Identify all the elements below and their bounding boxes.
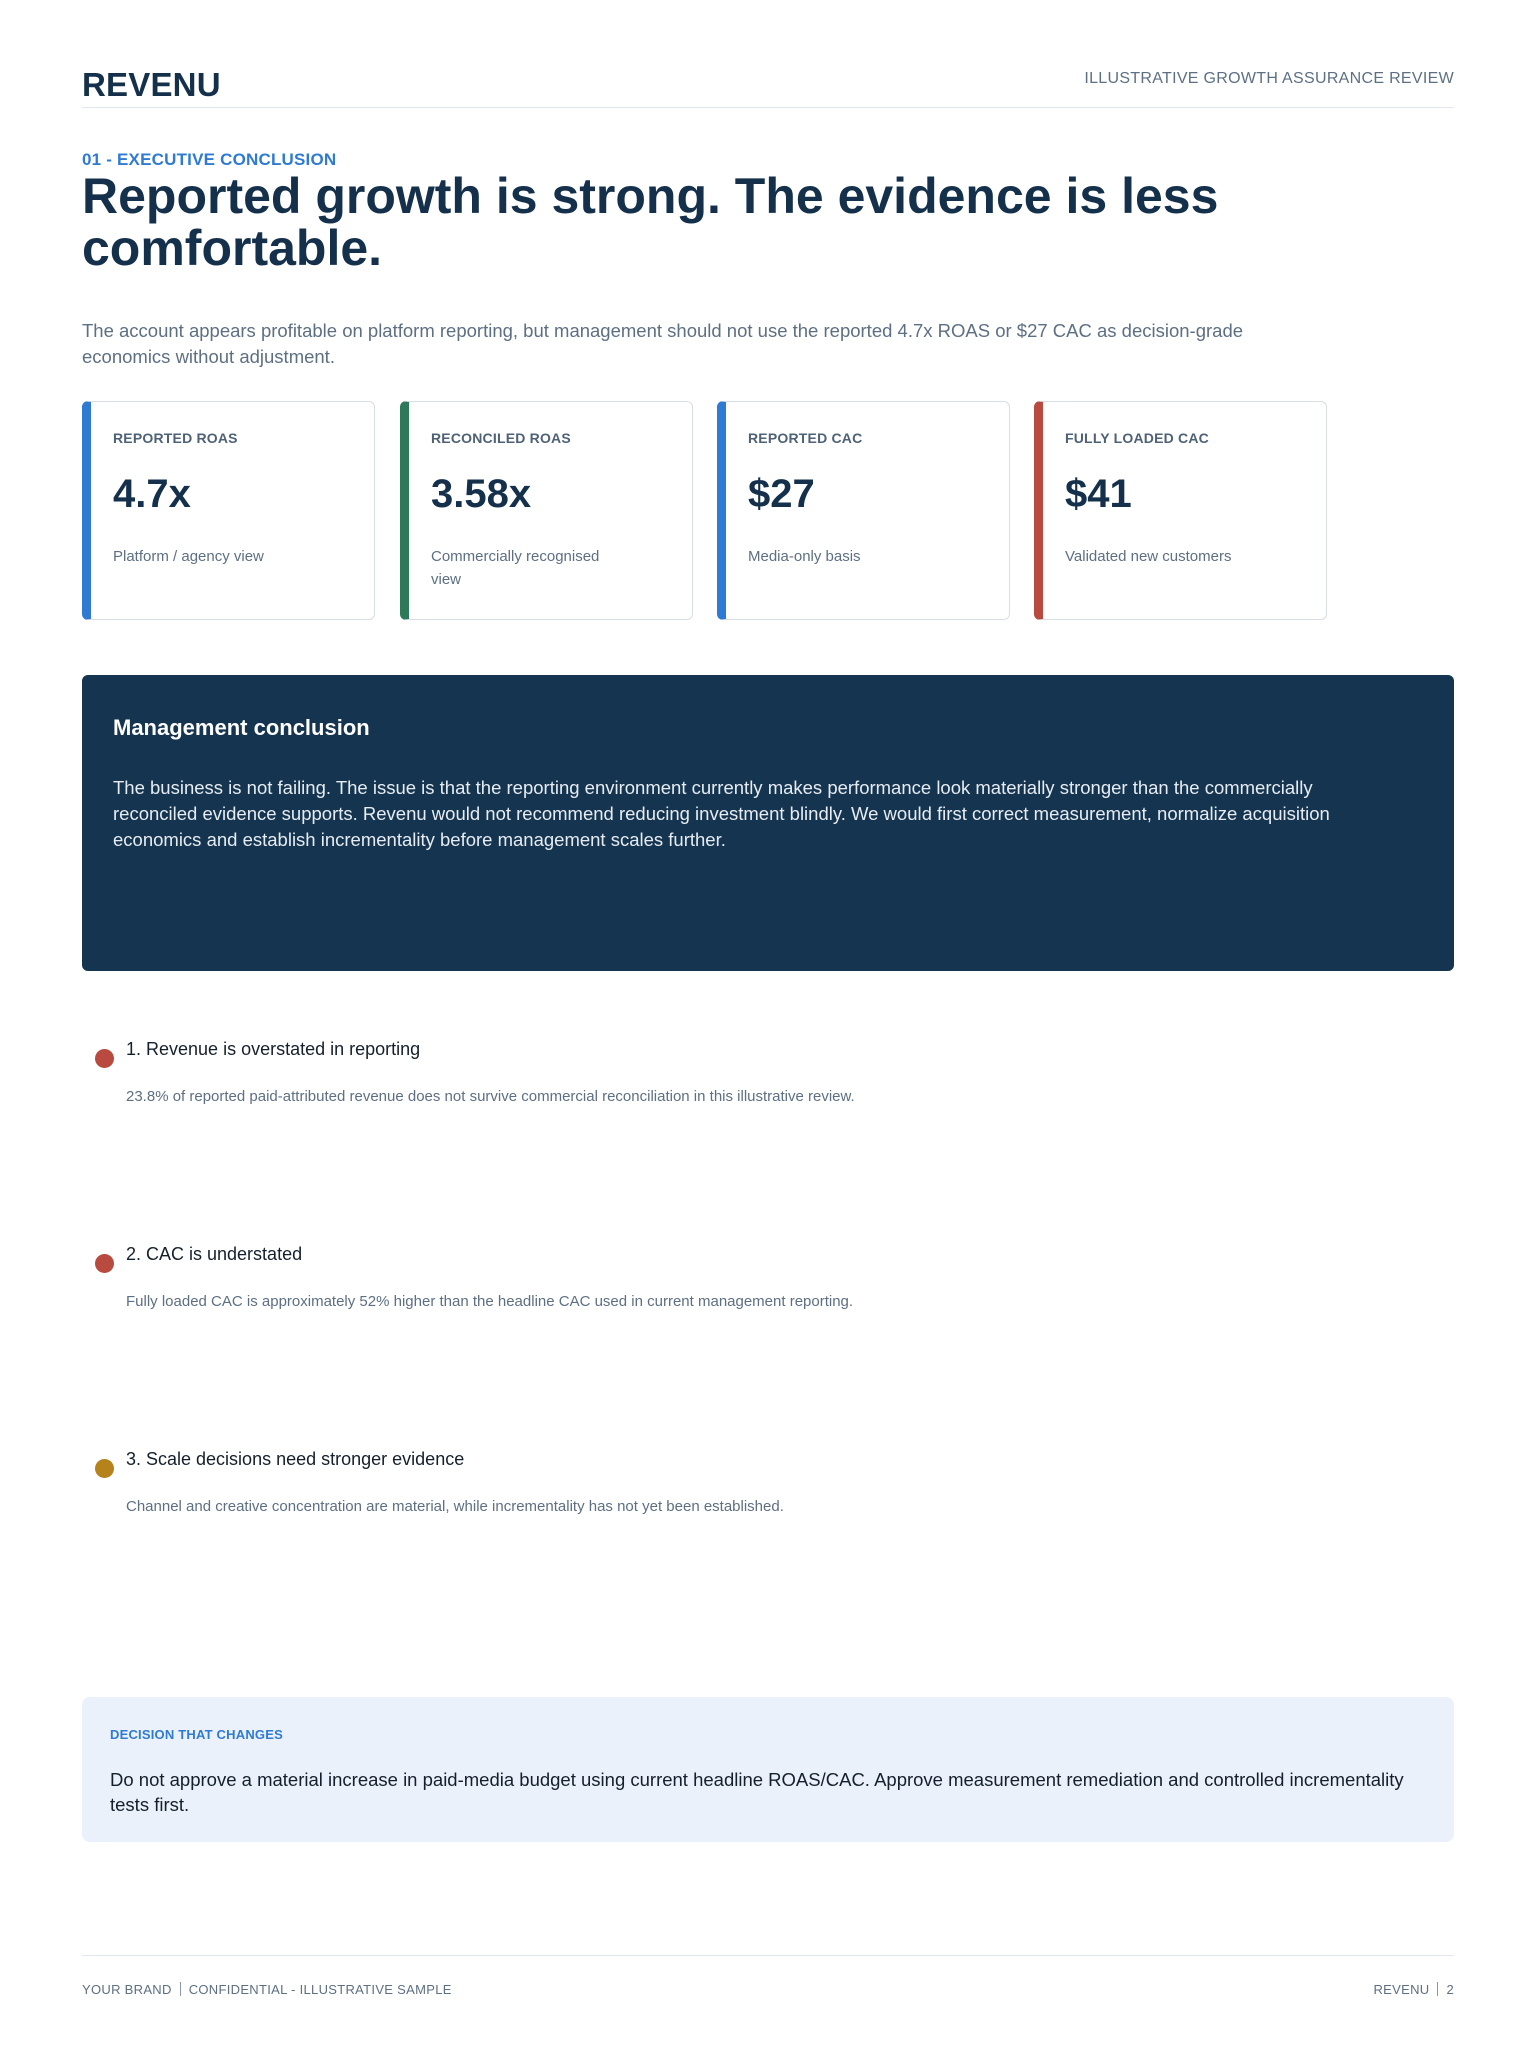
footer-confidential-note: CONFIDENTIAL - ILLUSTRATIVE SAMPLE — [188, 1982, 452, 1997]
page-footer: YOUR BRAND CONFIDENTIAL - ILLUSTRATIVE SA… — [82, 1955, 1454, 1997]
footer-divider — [1437, 1982, 1439, 1996]
kpi-note: Media-only basis — [748, 548, 861, 565]
conclusion-body: The business is not failing. The issue i… — [113, 777, 1330, 850]
section-label: 01 - EXECUTIVE CONCLUSION — [82, 150, 337, 169]
finding-description: Fully loaded CAC is approximately 52% hi… — [126, 1293, 854, 1310]
footer-left: YOUR BRAND CONFIDENTIAL - ILLUSTRATIVE SA… — [82, 1982, 452, 1997]
decision-text: Do not approve a material increase in pa… — [110, 1769, 1404, 1815]
kpi-label: REPORTED CAC — [748, 430, 863, 446]
footer-divider — [179, 1982, 181, 1996]
finding-description: 23.8% of reported paid-attributed revenu… — [126, 1088, 855, 1105]
finding-item: 1. Revenue is overstated in reporting 23… — [82, 1039, 1382, 1159]
status-dot-icon — [95, 1459, 114, 1478]
document-type: ILLUSTRATIVE GROWTH ASSURANCE REVIEW — [1084, 70, 1454, 87]
kpi-value: $27 — [748, 472, 815, 516]
footer-brand: YOUR BRAND — [82, 1982, 172, 1997]
finding-item: 2. CAC is understated Fully loaded CAC i… — [82, 1244, 1382, 1364]
kpi-note: Commercially recognised view — [431, 548, 600, 588]
kpi-label: REPORTED ROAS — [113, 430, 238, 446]
kpi-label: RECONCILED ROAS — [431, 430, 571, 446]
kpi-card-reported-roas: REPORTED ROAS 4.7x Platform / agency vie… — [82, 401, 375, 620]
finding-title: 2. CAC is understated — [126, 1244, 303, 1264]
finding-description: Channel and creative concentration are m… — [126, 1498, 784, 1515]
kpi-value: 3.58x — [431, 472, 532, 516]
kpi-card-fully-loaded-cac: FULLY LOADED CAC $41 Validated new custo… — [1034, 401, 1327, 620]
kpi-card-reported-cac: REPORTED CAC $27 Media-only basis — [717, 401, 1010, 620]
footer-brand-right: REVENU — [1373, 1982, 1430, 1997]
management-conclusion-panel: Management conclusion The business is no… — [82, 675, 1454, 971]
decision-callout: DECISION THAT CHANGES Do not approve a m… — [82, 1697, 1454, 1842]
status-dot-icon — [95, 1049, 114, 1068]
footer-right: REVENU 2 — [1373, 1982, 1454, 1997]
page-number: 2 — [1446, 1982, 1454, 1997]
kpi-value: 4.7x — [113, 472, 191, 516]
finding-title: 1. Revenue is overstated in reporting — [126, 1039, 421, 1059]
kpi-card-reconciled-roas: RECONCILED ROAS 3.58x Commercially recog… — [400, 401, 693, 620]
brand-logo-text: REVENU — [82, 66, 221, 103]
status-dot-icon — [95, 1254, 114, 1273]
decision-label: DECISION THAT CHANGES — [110, 1727, 283, 1742]
page-header: REVENU ILLUSTRATIVE GROWTH ASSURANCE REV… — [82, 60, 1454, 108]
kpi-note: Platform / agency view — [113, 548, 264, 565]
lead-paragraph: The account appears profitable on platfo… — [82, 320, 1244, 367]
kpi-value: $41 — [1065, 472, 1132, 516]
page-title: Reported growth is strong. The evidence … — [82, 168, 1219, 276]
conclusion-title: Management conclusion — [113, 715, 370, 740]
kpi-cards: REPORTED ROAS 4.7x Platform / agency vie… — [82, 401, 1332, 620]
finding-item: 3. Scale decisions need stronger evidenc… — [82, 1449, 1382, 1569]
finding-title: 3. Scale decisions need stronger evidenc… — [126, 1449, 465, 1469]
kpi-label: FULLY LOADED CAC — [1065, 430, 1209, 446]
kpi-note: Validated new customers — [1065, 548, 1232, 565]
